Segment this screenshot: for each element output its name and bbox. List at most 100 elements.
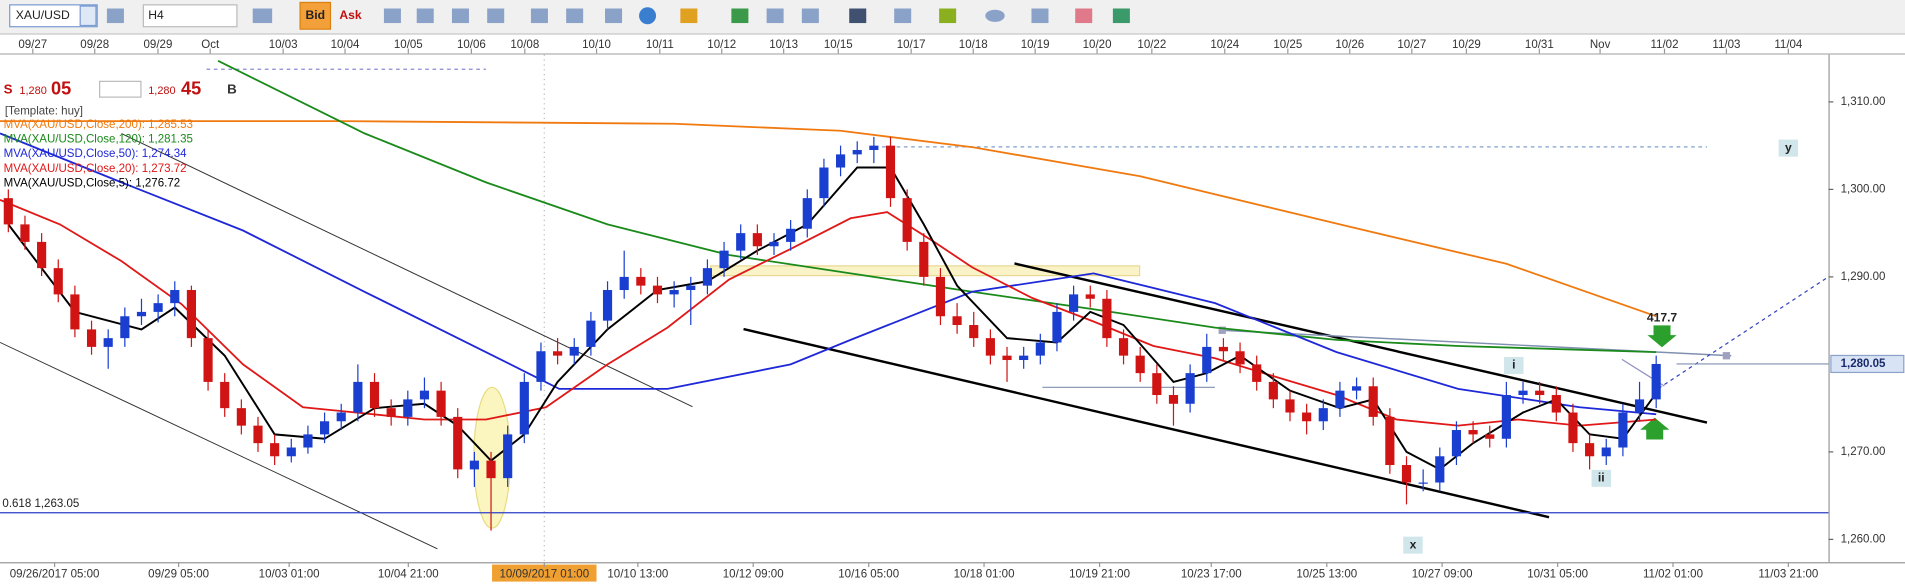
date-label: 10/11 [646, 39, 674, 51]
symbol-select[interactable] [9, 4, 98, 28]
y-tick-label: 1,270.00 [1841, 446, 1886, 458]
icon[interactable] [1031, 8, 1049, 24]
annotation: 417.7 [1647, 310, 1678, 324]
quote-sell-big: 1,280 [19, 85, 46, 97]
icon[interactable] [939, 8, 957, 24]
icon[interactable] [849, 8, 867, 24]
icon[interactable] [451, 8, 469, 24]
annotation-box [1504, 356, 1524, 374]
quote-sell: S [4, 81, 13, 96]
legend-entry: MVA(XAU/USD,Close,5): 1,276.72 [4, 177, 180, 189]
candle-body [286, 447, 296, 457]
candle-body [636, 276, 646, 286]
date-label: 10/12 [707, 39, 736, 51]
icon[interactable] [416, 8, 434, 24]
channel-line [0, 341, 438, 550]
candle-body [1318, 408, 1328, 422]
handle [1722, 352, 1731, 360]
trend-line [743, 327, 1550, 519]
candle-body [919, 241, 929, 277]
ask-button[interactable] [335, 2, 366, 30]
icon[interactable] [985, 9, 1005, 22]
last-price-label: 1,280.05 [1841, 358, 1886, 370]
candle-body [486, 460, 496, 479]
candle-body [136, 311, 147, 317]
icon[interactable] [766, 8, 784, 24]
candle-body [553, 351, 563, 356]
date-label: 10/27 [1397, 39, 1426, 51]
icon[interactable] [252, 8, 273, 24]
candle-body [1451, 430, 1462, 457]
candle-body [1435, 456, 1445, 483]
candle-body [203, 338, 213, 382]
candle-body [1468, 430, 1478, 435]
candle-body [1118, 338, 1129, 356]
date-label: 10/29 [1452, 39, 1481, 51]
icon[interactable] [566, 8, 584, 24]
icon[interactable] [383, 8, 401, 24]
icon[interactable] [487, 8, 505, 24]
candle-body [669, 290, 679, 295]
icon[interactable] [106, 8, 124, 24]
candle-body [519, 381, 529, 435]
candle-body [320, 421, 330, 435]
candle-body [336, 412, 346, 422]
handle [1218, 326, 1226, 334]
date-label: 10/31 [1525, 39, 1554, 51]
icon[interactable] [1075, 8, 1093, 24]
annotation: i [1512, 358, 1515, 372]
template-label: [Template: huy] [5, 106, 83, 118]
ask-label: Ask [339, 8, 362, 22]
icon[interactable] [605, 8, 623, 24]
icon[interactable] [801, 8, 819, 24]
candle-body [819, 167, 829, 199]
candle-body [1135, 355, 1145, 374]
candle-body [536, 351, 546, 382]
icon[interactable] [894, 8, 912, 24]
date-label: 11/03 [1712, 39, 1740, 51]
candle-body [303, 434, 313, 448]
date-label: 09/28 [80, 39, 109, 51]
candle-body [1202, 346, 1212, 374]
annotation-box [1591, 469, 1611, 487]
candle-body [1019, 355, 1029, 361]
date-label: 10/19 [1021, 39, 1050, 51]
annotation-box [1778, 139, 1799, 157]
candle-body [702, 268, 712, 286]
candle-body [1152, 373, 1162, 396]
x-tick-label: 10/10 13:00 [607, 568, 668, 580]
quote-buy: B [227, 81, 237, 96]
candle-body [419, 390, 430, 400]
candle-body [1351, 386, 1362, 391]
timeframe-select[interactable] [142, 4, 238, 28]
candle-body [1501, 395, 1511, 439]
date-label: 11/04 [1774, 39, 1803, 51]
x-tick-label: 10/31 05:00 [1527, 568, 1588, 580]
x-tick-label: 09/26/2017 05:00 [10, 568, 100, 580]
icon[interactable] [680, 8, 698, 24]
icon[interactable] [639, 7, 657, 25]
candle-body [569, 346, 579, 356]
candle-body [1002, 355, 1012, 361]
candle-body [1601, 447, 1611, 457]
legend-entry: MVA(XAU/USD,Close,50): 1,274.34 [4, 148, 187, 160]
date-label: 10/17 [897, 39, 926, 51]
quote-amount[interactable] [99, 80, 142, 98]
icon[interactable] [731, 8, 749, 24]
icon[interactable] [530, 8, 548, 24]
date-label: 10/22 [1137, 39, 1166, 51]
bid-button[interactable] [299, 1, 332, 30]
x-tick-label: 10/12 09:00 [723, 568, 784, 580]
candle-body [1168, 395, 1179, 404]
level-label: 0.618 1,263.05 [2, 498, 79, 510]
icon[interactable] [1112, 8, 1130, 24]
ma-line [217, 59, 1657, 354]
candle-body [835, 154, 846, 168]
candle-body [952, 316, 962, 326]
date-label: 09/29 [144, 39, 173, 51]
annotation: x [1410, 537, 1417, 551]
x-tick-label: 11/03 21:00 [1758, 568, 1818, 580]
date-label: 10/05 [394, 39, 423, 51]
x-tick-label: 10/09/2017 01:00 [499, 568, 589, 580]
candle-body [1485, 434, 1495, 439]
